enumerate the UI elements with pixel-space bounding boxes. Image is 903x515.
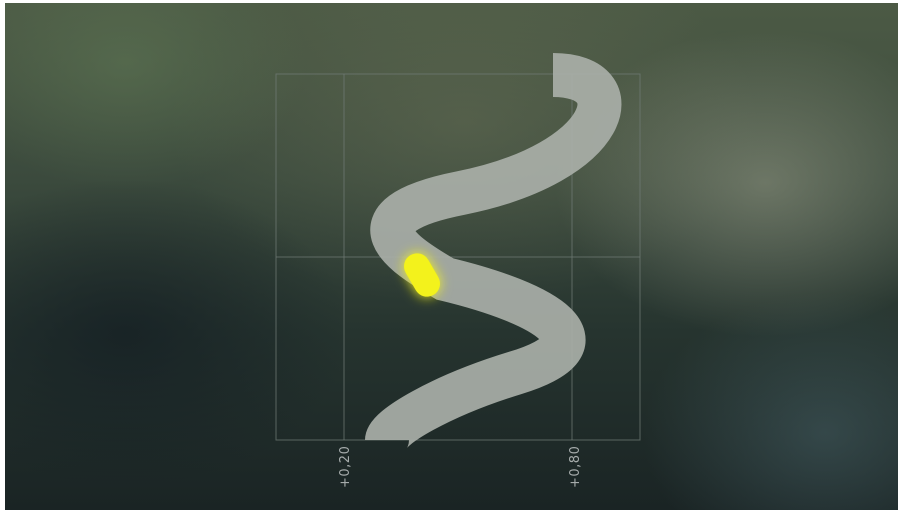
game-viewport[interactable]: +0,20 +0,80 bbox=[5, 3, 898, 510]
x-tick-label-left: +0,20 bbox=[338, 445, 353, 488]
player-icon bbox=[404, 253, 440, 297]
x-tick-label-right: +0,80 bbox=[568, 445, 583, 488]
game-scene bbox=[275, 53, 641, 450]
